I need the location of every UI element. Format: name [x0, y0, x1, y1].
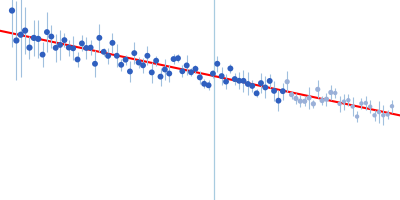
- Point: [341, 100, 347, 103]
- Point: [57, 43, 63, 47]
- Point: [153, 59, 159, 62]
- Point: [280, 90, 286, 93]
- Point: [9, 9, 15, 12]
- Point: [192, 67, 199, 70]
- Point: [70, 47, 76, 50]
- Point: [118, 63, 124, 66]
- Point: [227, 67, 234, 70]
- Point: [284, 80, 290, 83]
- Point: [114, 54, 120, 57]
- Point: [188, 71, 194, 74]
- Point: [92, 62, 98, 65]
- Point: [61, 39, 68, 42]
- Point: [389, 105, 395, 108]
- Point: [31, 36, 37, 39]
- Point: [13, 39, 20, 42]
- Point: [122, 58, 129, 61]
- Point: [100, 50, 107, 53]
- Point: [105, 54, 111, 57]
- Point: [367, 105, 373, 108]
- Point: [271, 89, 277, 92]
- Point: [79, 42, 85, 45]
- Point: [223, 80, 229, 83]
- Point: [253, 92, 260, 95]
- Point: [345, 99, 352, 102]
- Point: [148, 71, 155, 74]
- Point: [179, 70, 186, 73]
- Point: [18, 33, 24, 36]
- Point: [332, 91, 338, 95]
- Point: [39, 53, 46, 56]
- Point: [83, 46, 90, 50]
- Point: [48, 35, 54, 38]
- Point: [205, 84, 212, 87]
- Point: [109, 41, 116, 44]
- Point: [22, 29, 28, 32]
- Point: [306, 96, 312, 99]
- Point: [26, 46, 33, 49]
- Point: [175, 57, 181, 60]
- Point: [166, 72, 172, 75]
- Point: [136, 61, 142, 64]
- Point: [275, 99, 282, 102]
- Point: [162, 68, 168, 71]
- Point: [362, 101, 369, 105]
- Point: [52, 46, 59, 49]
- Point: [144, 54, 151, 57]
- Point: [35, 37, 42, 40]
- Point: [293, 97, 299, 100]
- Point: [302, 100, 308, 103]
- Point: [314, 88, 321, 91]
- Point: [88, 46, 94, 49]
- Point: [258, 81, 264, 85]
- Point: [66, 46, 72, 49]
- Point: [288, 93, 295, 96]
- Point: [354, 115, 360, 118]
- Point: [218, 75, 225, 78]
- Point: [96, 36, 102, 39]
- Point: [336, 102, 343, 105]
- Point: [358, 102, 365, 105]
- Point: [262, 86, 268, 89]
- Point: [201, 82, 207, 85]
- Point: [210, 72, 216, 75]
- Point: [384, 113, 391, 116]
- Point: [323, 98, 330, 101]
- Point: [44, 30, 50, 34]
- Point: [240, 79, 247, 82]
- Point: [310, 102, 316, 105]
- Point: [197, 76, 203, 79]
- Point: [376, 110, 382, 114]
- Point: [74, 58, 81, 61]
- Point: [297, 100, 304, 103]
- Point: [266, 79, 273, 83]
- Point: [236, 79, 242, 82]
- Point: [245, 82, 251, 86]
- Point: [350, 105, 356, 108]
- Point: [131, 52, 138, 55]
- Point: [380, 114, 386, 117]
- Point: [328, 91, 334, 94]
- Point: [157, 75, 164, 78]
- Point: [214, 62, 220, 65]
- Point: [232, 77, 238, 81]
- Point: [371, 114, 378, 117]
- Point: [140, 64, 146, 67]
- Point: [170, 57, 177, 61]
- Point: [319, 99, 325, 102]
- Point: [127, 70, 133, 73]
- Point: [249, 84, 256, 88]
- Point: [184, 64, 190, 67]
